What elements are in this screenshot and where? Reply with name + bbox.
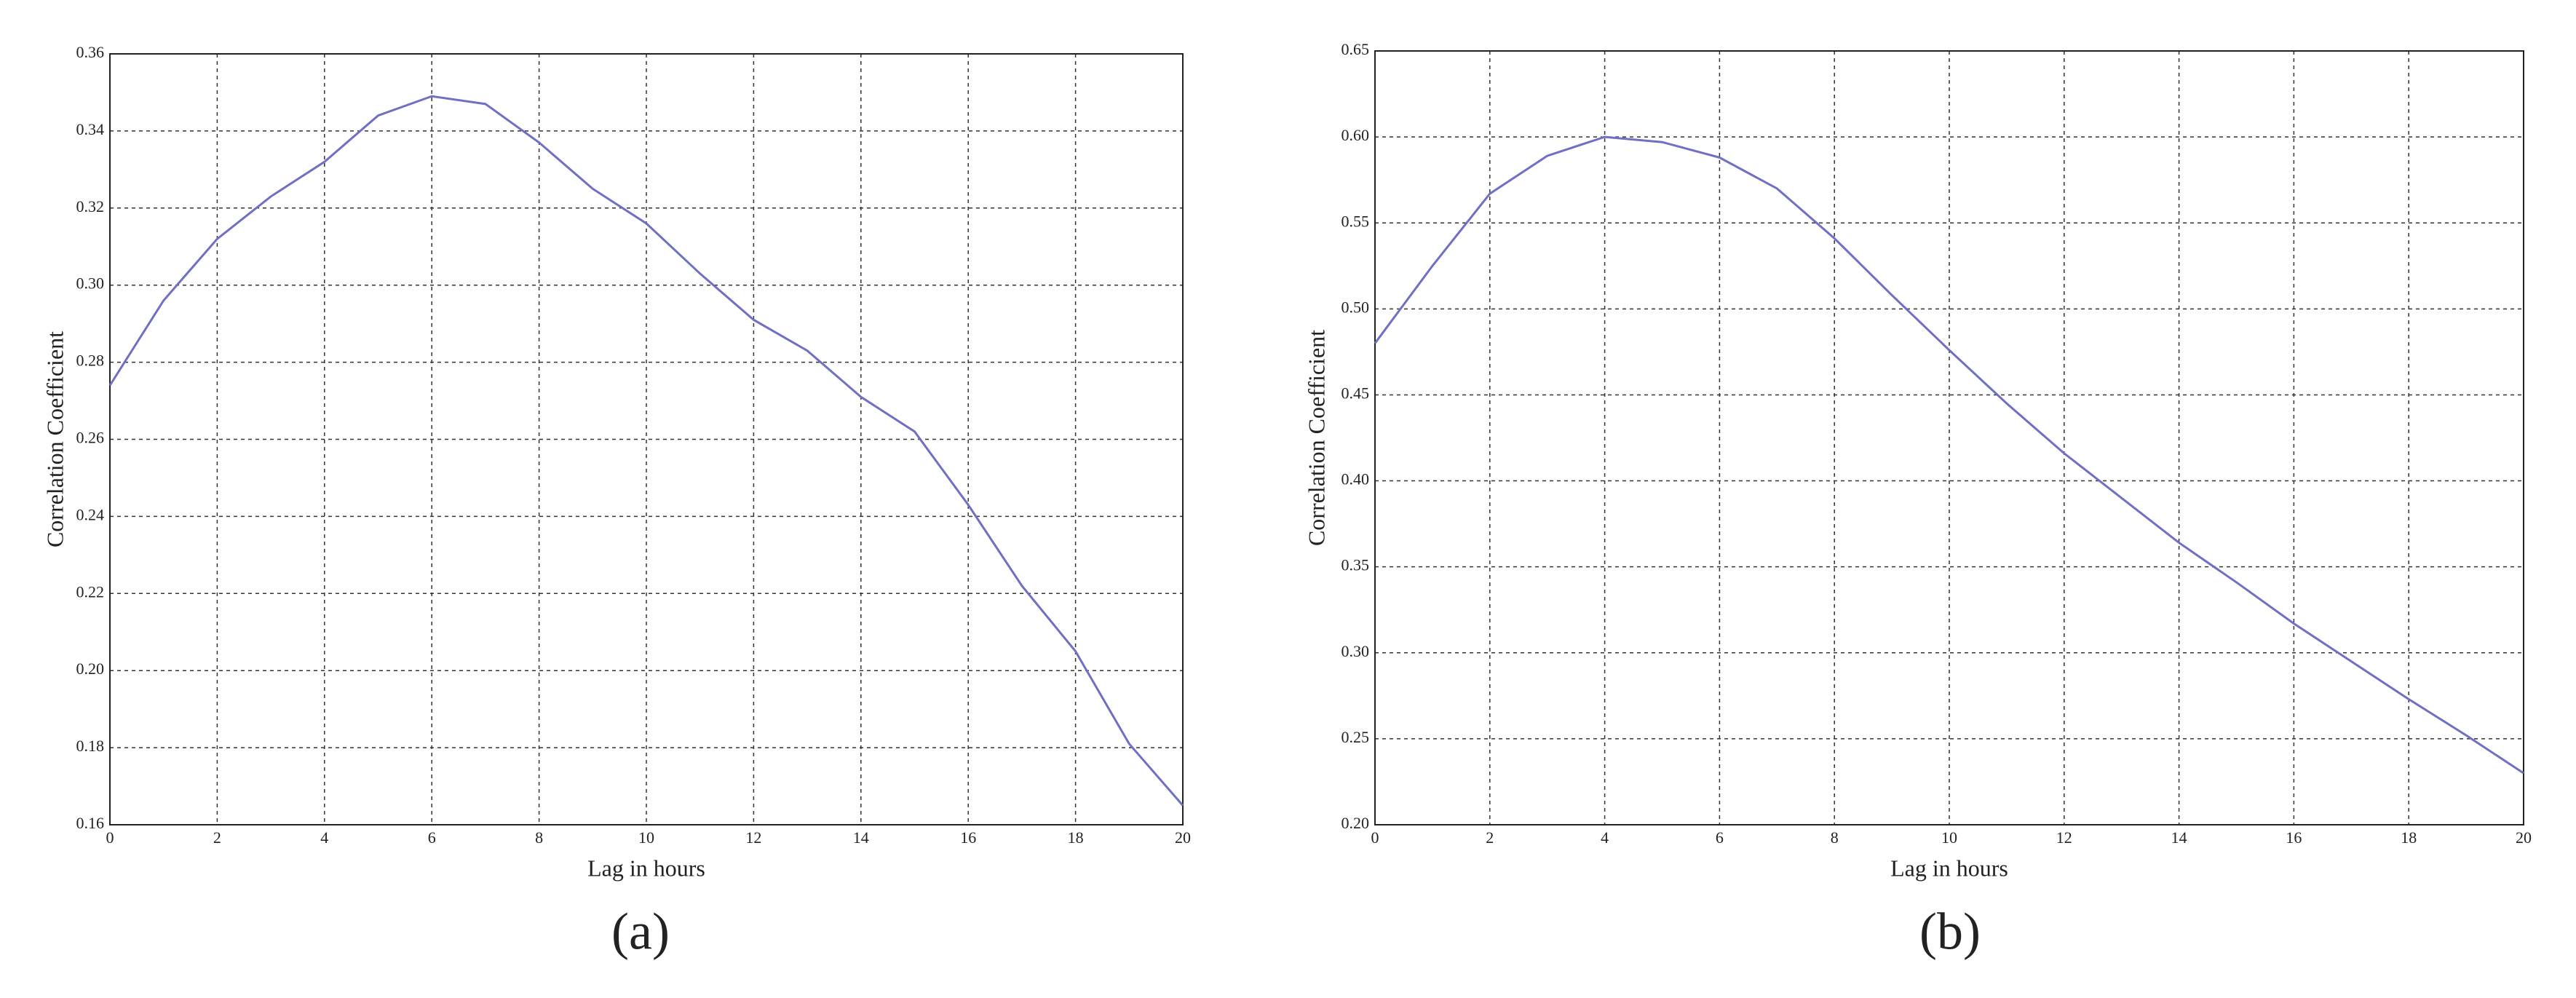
x-tick-label: 12 [2056, 828, 2072, 847]
y-tick-label: 0.28 [76, 352, 105, 370]
y-tick-label: 0.40 [1341, 470, 1370, 488]
plot-frame [109, 53, 1184, 825]
x-tick-label: 18 [1068, 828, 1084, 847]
y-tick-label: 0.50 [1341, 298, 1370, 316]
y-tick-label: 0.45 [1341, 384, 1370, 402]
x-tick-label: 6 [1716, 828, 1724, 847]
y-axis-label: Correlation Coefficient [1303, 330, 1329, 546]
y-tick-label: 0.65 [1341, 40, 1370, 58]
y-tick-label: 0.22 [76, 582, 105, 601]
y-tick-label: 0.18 [76, 737, 105, 755]
y-axis-label: Correlation Coefficient [41, 331, 68, 547]
y-tick-label: 0.34 [76, 120, 105, 138]
x-tick-label: 8 [535, 828, 543, 847]
caption: (a) [611, 903, 670, 961]
caption: (b) [1919, 903, 1981, 961]
x-tick-label: 14 [2171, 828, 2187, 847]
x-tick-label: 8 [1831, 828, 1839, 847]
x-tick-label: 20 [1175, 828, 1191, 847]
y-tick-label: 0.36 [76, 43, 105, 61]
x-tick-label: 12 [745, 828, 761, 847]
y-tick-label: 0.24 [76, 505, 105, 523]
y-tick-label: 0.16 [76, 814, 105, 832]
x-tick-label: 18 [2401, 828, 2417, 847]
x-tick-label: 20 [2516, 828, 2532, 847]
x-tick-label: 0 [1371, 828, 1379, 847]
x-tick-label: 6 [428, 828, 436, 847]
plot-frame [1374, 50, 2524, 825]
data-line [1374, 135, 2524, 775]
x-tick-label: 2 [1486, 828, 1494, 847]
y-tick-label: 0.20 [1341, 814, 1370, 832]
data-line [108, 95, 1184, 807]
y-tick-label: 0.30 [1341, 642, 1370, 660]
y-tick-label: 0.55 [1341, 212, 1370, 230]
x-tick-label: 2 [213, 828, 221, 847]
x-tick-label: 10 [638, 828, 654, 847]
x-tick-label: 16 [960, 828, 976, 847]
y-tick-label: 0.26 [76, 429, 105, 447]
x-tick-label: 10 [1941, 828, 1957, 847]
x-tick-label: 14 [853, 828, 869, 847]
x-axis-label: Lag in hours [1890, 855, 2008, 881]
x-tick-label: 4 [320, 828, 328, 847]
y-tick-label: 0.20 [76, 660, 105, 678]
x-tick-label: 16 [2286, 828, 2302, 847]
y-tick-label: 0.32 [76, 197, 105, 215]
x-tick-label: 4 [1601, 828, 1609, 847]
x-tick-label: 0 [106, 828, 114, 847]
y-tick-label: 0.30 [76, 274, 105, 293]
y-tick-label: 0.25 [1341, 728, 1370, 746]
y-tick-label: 0.35 [1341, 556, 1370, 574]
y-tick-label: 0.60 [1341, 126, 1370, 144]
x-axis-label: Lag in hours [587, 855, 705, 881]
